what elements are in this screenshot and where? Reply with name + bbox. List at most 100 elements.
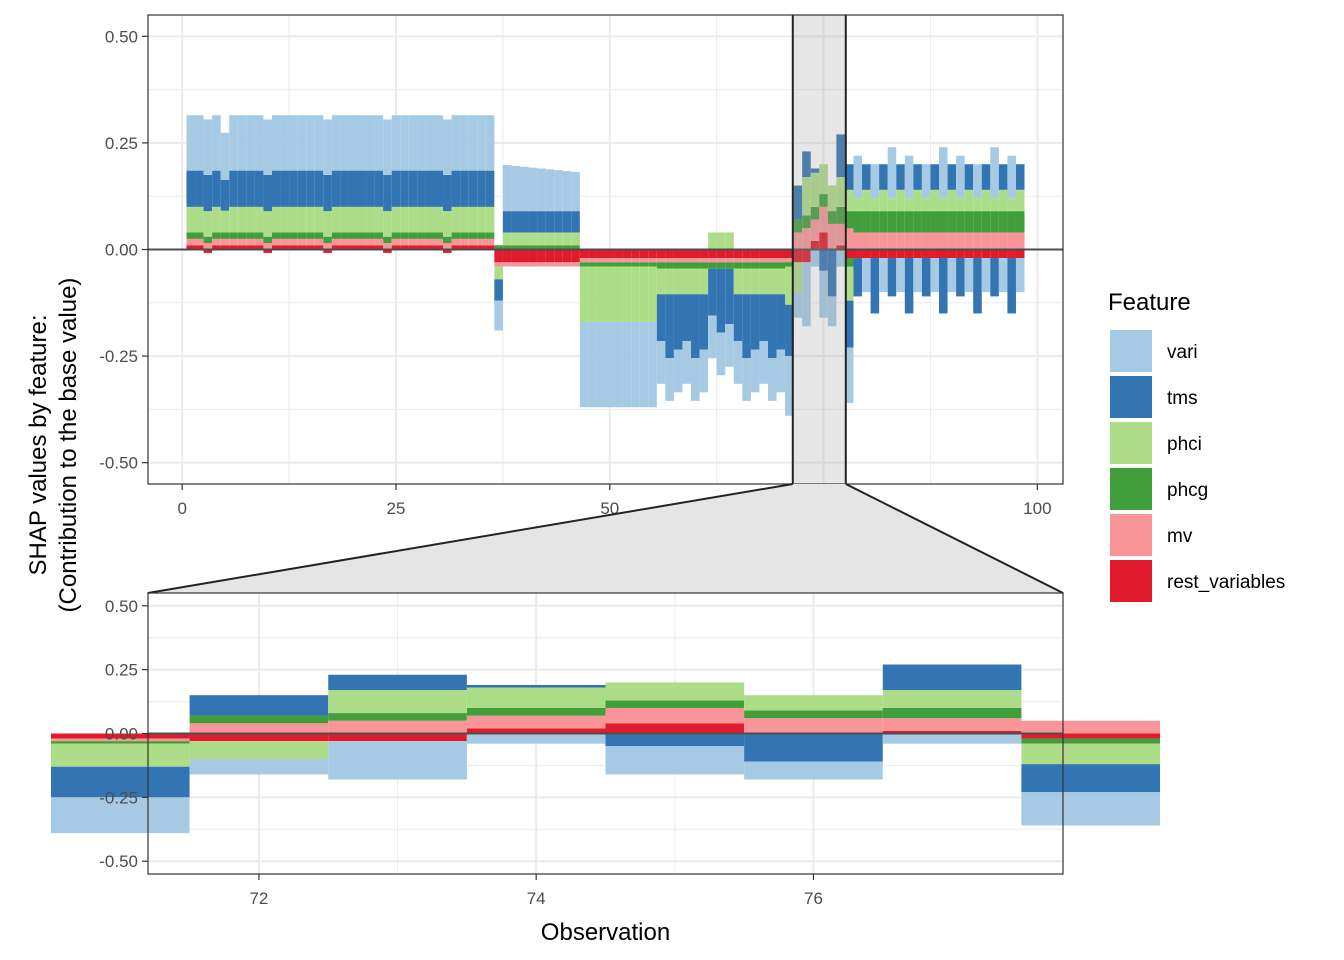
bar-segment-rest_variables <box>271 245 281 250</box>
bar-segment-mv <box>306 238 315 246</box>
bar-segment-mv <box>956 232 965 250</box>
bar-segment-rest_variables <box>357 245 367 250</box>
bar-segment-phcg <box>494 245 503 250</box>
bar-segment-tms <box>460 170 469 207</box>
bar-segment-rest_variables <box>571 249 580 263</box>
bar-segment-phcg <box>263 236 272 244</box>
bar-segment-mv <box>1021 720 1161 734</box>
bar-segment-phcg <box>896 211 905 233</box>
bar-segment-rest_variables <box>460 245 469 250</box>
bar-segment-vari <box>460 115 469 171</box>
bar-segment-vari <box>639 321 649 408</box>
bar-segment-phcg <box>511 245 520 250</box>
bar-segment-phcg <box>716 262 726 269</box>
bar-segment-rest_variables <box>519 249 529 263</box>
legend-label-phci: phci <box>1167 434 1202 455</box>
bar-segment-phci <box>682 268 692 295</box>
bar-segment-phcg <box>579 262 589 267</box>
bar-segment-mv <box>254 238 264 246</box>
bar-segment-mv <box>502 262 512 267</box>
y-tick-label: 0.50 <box>105 27 138 46</box>
bar-segment-tms <box>425 170 435 207</box>
bar-segment-phci <box>913 189 922 212</box>
y-tick-label: -0.25 <box>99 788 138 807</box>
bar-segment-vari <box>1021 792 1161 826</box>
bar-segment-vari <box>189 759 329 775</box>
bar-segment-tms <box>50 766 190 798</box>
bar-segment-mv <box>374 238 384 246</box>
bar-segment-vari <box>882 733 1022 744</box>
bar-segment-phci <box>742 268 751 295</box>
bar-segment-mv <box>930 232 940 250</box>
bar-segment-phcg <box>699 262 709 269</box>
bar-segment-rest_variables <box>280 245 290 250</box>
bar-segment-rest_variables <box>425 245 435 250</box>
bar-segment-rest_variables <box>466 728 606 734</box>
bar-segment-tms <box>750 294 760 350</box>
bar-segment-tms <box>189 695 329 716</box>
bar-segment-phci <box>882 690 1022 708</box>
bar-segment-phci <box>220 210 230 233</box>
bar-segment-mv <box>554 262 563 267</box>
bar-segment-rest_variables <box>189 733 329 742</box>
bar-segment-mv <box>973 232 982 250</box>
bar-segment-phcg <box>545 245 555 250</box>
bar-segment-rest_variables <box>990 249 999 259</box>
bar-segment-phci <box>400 206 409 233</box>
bar-segment-vari <box>921 164 931 199</box>
bar-segment-tms <box>767 294 777 359</box>
bar-segment-phci <box>477 206 486 233</box>
bar-segment-phcg <box>357 232 367 239</box>
bar-segment-mv <box>819 206 828 233</box>
bar-segment-phci <box>1015 189 1025 212</box>
bar-segment-rest_variables <box>554 249 563 263</box>
bar-segment-vari <box>212 115 221 171</box>
bar-segment-rest_variables <box>1021 733 1161 739</box>
bar-segment-phci <box>699 268 709 295</box>
bar-segment-phcg <box>50 741 190 744</box>
bar-segment-phcg <box>882 707 1022 719</box>
bar-segment-phcg <box>665 262 674 269</box>
bar-segment-tms <box>964 164 974 190</box>
bar-segment-mv <box>571 262 580 267</box>
bar-segment-vari <box>785 356 794 416</box>
bar-segment-phci <box>956 198 965 212</box>
bar-segment-phci <box>408 206 418 233</box>
bar-segment-tms <box>340 170 349 207</box>
zoom-connector <box>147 483 1064 594</box>
bar-segment-tms <box>468 170 478 207</box>
bar-segment-phcg <box>237 232 247 239</box>
bar-segment-phci <box>785 266 794 305</box>
bar-segment-vari <box>246 115 255 171</box>
zoom-connector-right <box>845 483 1064 594</box>
bar-segment-rest_variables <box>733 249 743 259</box>
bar-segment-phcg <box>836 206 845 224</box>
bar-segment-tms <box>357 170 367 207</box>
bar-segment-phci <box>340 206 349 233</box>
bar-segment-vari <box>571 171 580 212</box>
bar-segment-phcg <box>930 211 940 233</box>
bar-segment-rest_variables <box>939 249 948 259</box>
overview-y-axis: 0.50 0.25 0.00 -0.25 -0.50 <box>99 27 148 473</box>
bar-segment-vari <box>186 115 196 171</box>
bar-segment-mv <box>466 715 606 729</box>
bar-segment-tms <box>280 170 290 207</box>
bar-segment-vari <box>622 321 632 408</box>
bar-segment-rest_variables <box>502 249 512 263</box>
bar-segment-tms <box>956 258 965 297</box>
x-axis-title: Observation <box>541 919 670 946</box>
bar-segment-phci <box>656 268 666 295</box>
bar-segment-mv <box>562 262 572 267</box>
bar-segment-rest_variables <box>50 733 190 739</box>
bar-segment-mv <box>921 232 931 250</box>
zoom-connector-left <box>147 483 793 594</box>
y-tick-label: 0.00 <box>105 725 138 744</box>
bar-segment-mv <box>434 238 444 246</box>
bar-segment-phci <box>383 211 392 237</box>
bar-segment-mv <box>716 258 726 263</box>
bar-segment-phci <box>588 266 597 322</box>
bar-segment-rest_variables <box>921 249 931 259</box>
bar-segment-phcg <box>725 262 734 269</box>
bar-segment-phcg <box>189 715 329 724</box>
bar-segment-phci <box>691 268 700 295</box>
